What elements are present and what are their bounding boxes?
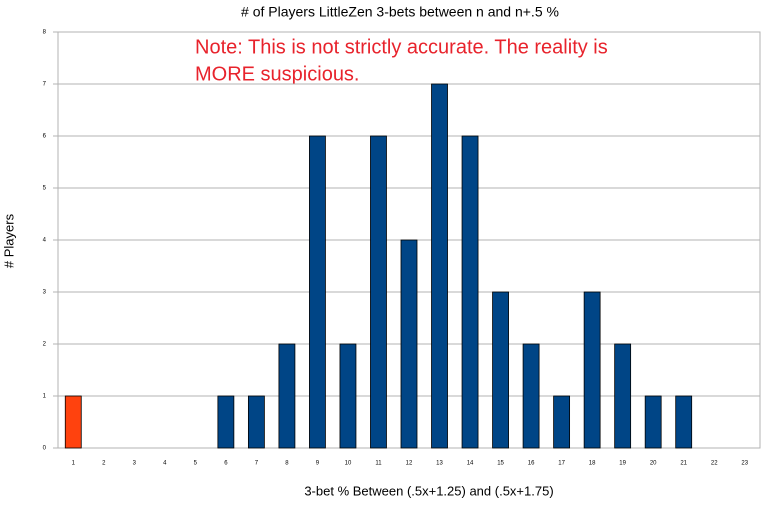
bar bbox=[553, 395, 571, 449]
x-tick-label: 5 bbox=[194, 461, 198, 467]
y-tick-label: 4 bbox=[43, 238, 47, 244]
bar bbox=[583, 291, 601, 449]
bar bbox=[278, 343, 296, 449]
bar bbox=[675, 395, 693, 449]
y-tick-label: 2 bbox=[43, 342, 47, 348]
x-tick-label: 21 bbox=[680, 461, 687, 467]
x-tick-label: 3 bbox=[133, 461, 137, 467]
x-tick-label: 22 bbox=[711, 461, 718, 467]
x-tick-label: 9 bbox=[316, 461, 320, 467]
y-tick-label: 3 bbox=[43, 290, 47, 296]
bar bbox=[64, 395, 82, 449]
bar bbox=[431, 83, 448, 449]
y-tick-label: 0 bbox=[43, 446, 47, 452]
annotation: Note: This is not strictly accurate. The… bbox=[195, 36, 608, 58]
chart-title: # of Players LittleZen 3-bets between n … bbox=[241, 4, 559, 20]
bar bbox=[400, 239, 418, 449]
x-tick-label: 13 bbox=[436, 461, 443, 467]
x-tick-label: 19 bbox=[619, 461, 626, 467]
y-axis-label: # Players bbox=[1, 213, 16, 268]
x-tick-label: 10 bbox=[345, 461, 352, 467]
x-tick-label: 2 bbox=[102, 461, 106, 467]
y-tick-label: 6 bbox=[43, 134, 47, 140]
y-tick-label: 5 bbox=[43, 186, 47, 192]
x-tick-label: 4 bbox=[163, 461, 167, 467]
y-tick-label: 1 bbox=[43, 394, 47, 400]
x-tick-label: 8 bbox=[285, 461, 289, 467]
x-tick-label: 20 bbox=[650, 461, 657, 467]
bar bbox=[247, 395, 265, 449]
x-tick-label: 23 bbox=[741, 461, 748, 467]
bar bbox=[339, 343, 357, 449]
x-tick-label: 6 bbox=[224, 461, 228, 467]
y-tick-label: 8 bbox=[43, 30, 47, 36]
bar bbox=[370, 135, 387, 449]
bar bbox=[614, 343, 632, 449]
x-tick-label: 11 bbox=[375, 461, 382, 467]
x-tick-label: 7 bbox=[255, 461, 259, 467]
bar bbox=[461, 135, 479, 449]
x-tick-label: 12 bbox=[406, 461, 413, 467]
bar bbox=[492, 291, 509, 449]
x-tick-label: 14 bbox=[467, 461, 474, 467]
x-tick-label: 16 bbox=[528, 461, 535, 467]
x-tick-label: 15 bbox=[497, 461, 504, 467]
x-tick-label: 1 bbox=[72, 461, 76, 467]
bar bbox=[644, 395, 662, 449]
x-axis-label: 3-bet % Between (.5x+1.25) and (.5x+1.75… bbox=[304, 483, 553, 498]
bar bbox=[522, 343, 540, 449]
x-tick-label: 18 bbox=[589, 461, 596, 467]
bar bbox=[217, 395, 235, 449]
x-tick-label: 17 bbox=[558, 461, 565, 467]
annotation: MORE suspicious. bbox=[195, 63, 360, 85]
bar bbox=[309, 135, 326, 449]
y-tick-label: 7 bbox=[43, 82, 47, 88]
